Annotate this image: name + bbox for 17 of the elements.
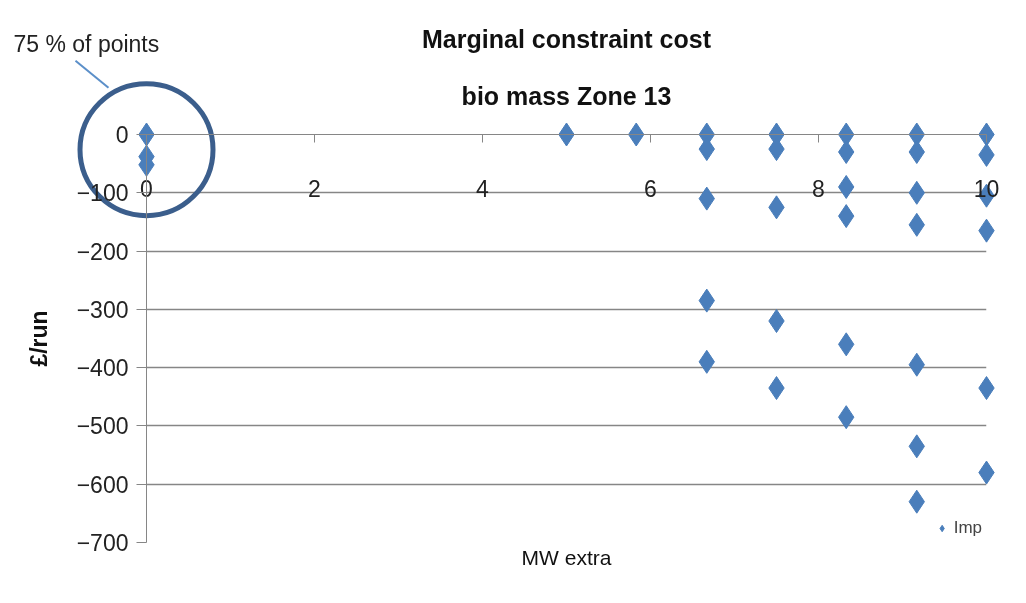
y-tick-label: −600 — [76, 471, 129, 498]
chart-subtitle: bio mass Zone 13 — [461, 81, 672, 110]
x-tick-label: 6 — [644, 175, 657, 202]
x-tick-label: 4 — [476, 175, 490, 202]
y-axis-title: £/run — [25, 310, 52, 367]
x-tick-label: 8 — [812, 175, 825, 202]
y-tick-label: 0 — [115, 122, 129, 148]
legend-label: Imp — [953, 518, 982, 538]
y-tick-label: −700 — [76, 530, 129, 556]
text: 75 % of points — [13, 30, 160, 57]
y-tick-label: −200 — [76, 238, 129, 265]
y-tick-label: −300 — [76, 296, 129, 323]
x-axis-title: MW extra — [521, 545, 612, 569]
y-tick-label: −500 — [76, 413, 129, 440]
x-tick-label: 2 — [308, 175, 321, 202]
y-tick-label: −400 — [76, 355, 129, 382]
chart-title: Marginal constraint cost — [422, 24, 712, 53]
